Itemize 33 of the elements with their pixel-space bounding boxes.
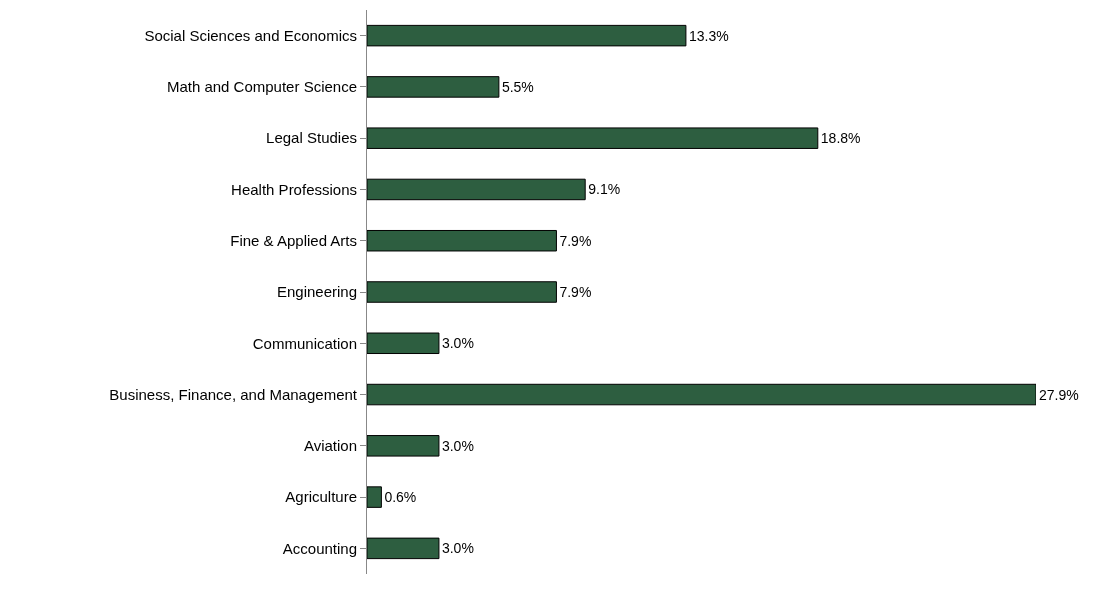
data-label: 9.1% (588, 181, 621, 198)
data-label: 18.8% (820, 130, 861, 147)
y-tick-label: Accounting (282, 539, 357, 557)
data-label: 7.9% (559, 284, 592, 300)
data-label: 27.9% (1039, 386, 1079, 403)
bar (367, 229, 557, 252)
y-tick-label: Math and Computer Science (166, 78, 357, 96)
data-label: 5.5% (501, 78, 534, 95)
y-tick-label: Legal Studies (266, 129, 357, 147)
data-label: 3.0% (441, 335, 474, 352)
bar (367, 24, 687, 47)
y-tick-label: Communication (252, 334, 357, 352)
bar (367, 281, 557, 303)
y-tick-label: Engineering (276, 283, 357, 301)
data-label: 0.6% (384, 489, 417, 506)
bar (367, 332, 440, 355)
data-label: 3.0% (441, 437, 474, 454)
y-tick-label: Aviation (303, 437, 357, 455)
data-label: 3.0% (441, 540, 474, 557)
bar (367, 76, 500, 98)
y-tick-label: Business, Finance, and Management (109, 385, 358, 403)
bar (367, 435, 440, 457)
bar (367, 127, 819, 149)
bar (367, 383, 1036, 406)
y-tick-label: Fine & Applied Arts (230, 231, 357, 249)
data-label: 7.9% (559, 232, 592, 249)
y-tick-label: Social Sciences and Economics (144, 26, 357, 44)
y-tick-label: Agriculture (285, 488, 357, 506)
bar (367, 178, 586, 201)
y-tick-label: Health Professions (231, 180, 357, 198)
data-label: 13.3% (688, 27, 729, 44)
bar (367, 486, 382, 508)
bar (367, 537, 440, 560)
